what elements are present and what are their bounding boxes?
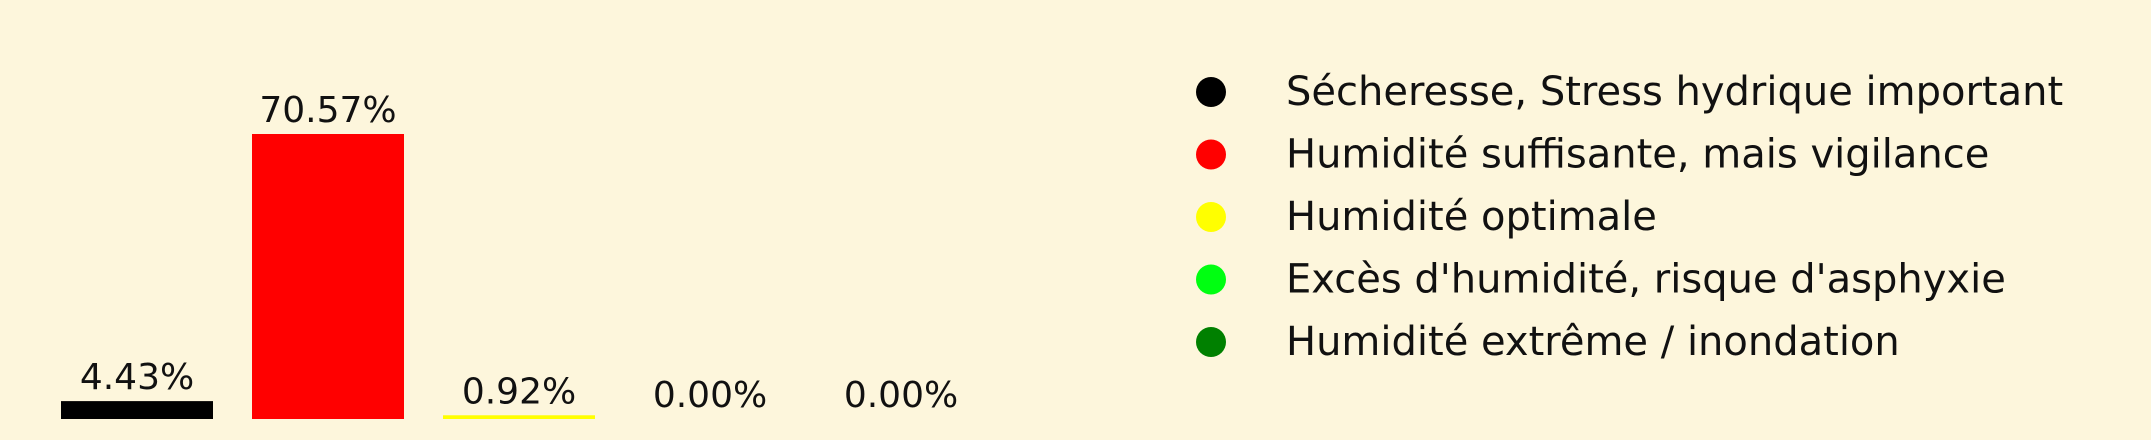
legend-marker-5 [1196,327,1226,357]
bar-value-label-3: 0.92% [462,371,576,412]
legend-marker-3 [1196,202,1226,232]
legend-label-1: Sécheresse, Stress hydrique important [1286,69,2063,115]
legend-marker-2 [1196,139,1226,170]
bar-2 [252,134,404,419]
legend-label-3: Humidité optimale [1286,194,1657,240]
bar-1 [61,401,213,419]
bar-value-label-4: 0.00% [653,375,767,416]
legend-marker-1 [1196,77,1226,107]
bar-value-label-1: 4.43% [80,357,194,398]
legend-marker-4 [1196,264,1226,295]
legend-label-4: Excès d'humidité, risque d'asphyxie [1286,257,2006,303]
legend-label-2: Humidité suffisante, mais vigilance [1286,132,1989,178]
bars-layer: 4.43% 70.57% 0.92% 0.00% 0.00% [61,90,958,419]
bar-3 [443,415,595,419]
legend: Sécheresse, Stress hydrique important Hum… [1196,69,2063,365]
legend-label-5: Humidité extrême / inondation [1286,319,1900,365]
bar-value-label-5: 0.00% [844,375,958,416]
bar-value-label-2: 70.57% [259,90,396,131]
